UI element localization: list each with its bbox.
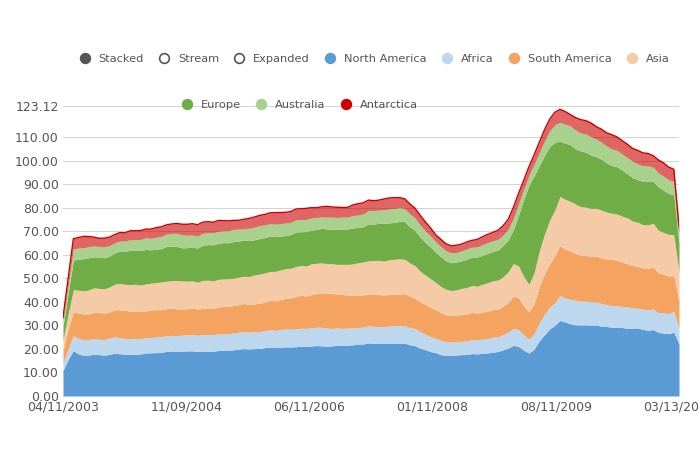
Legend: , , , Europe, Australia, Antarctica: , , , Europe, Australia, Antarctica (69, 96, 422, 115)
